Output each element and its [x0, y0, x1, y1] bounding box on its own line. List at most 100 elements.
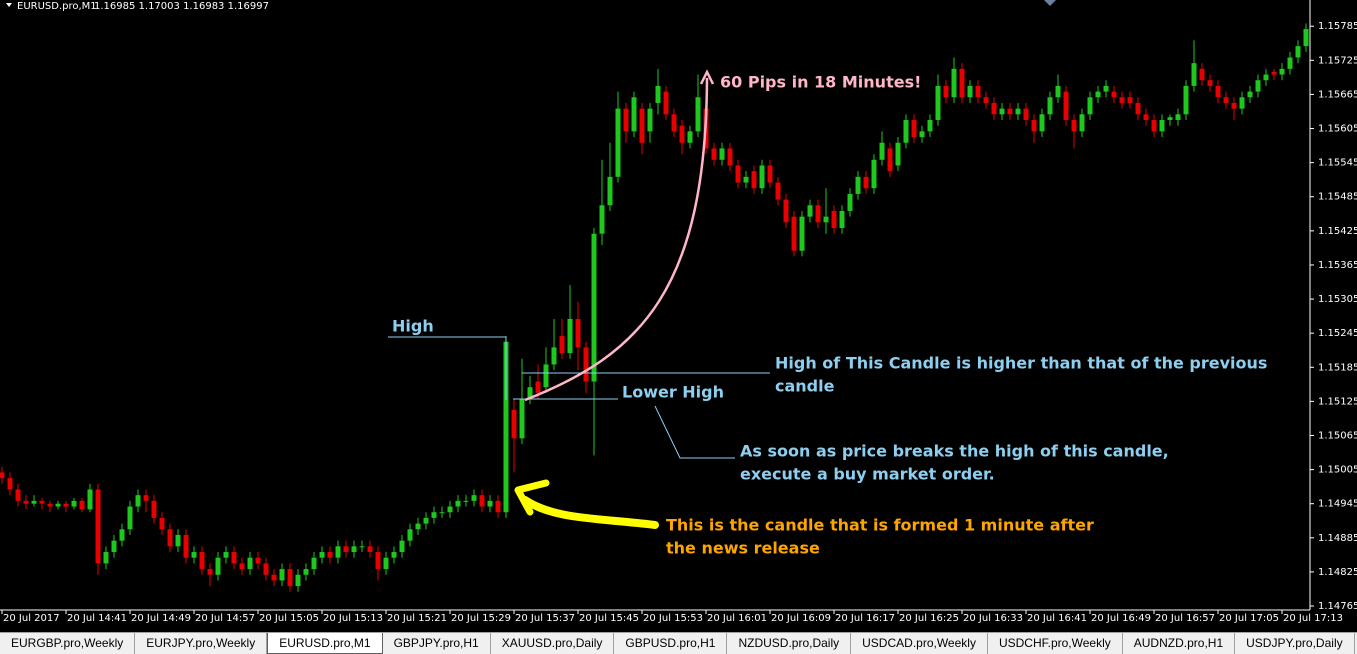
candle-body — [679, 125, 685, 143]
symbol-tab[interactable]: AUDNZD.pro,H1 — [1123, 633, 1236, 654]
candle-body — [1031, 120, 1037, 132]
candle-body — [199, 552, 205, 570]
background — [0, 0, 1357, 632]
candle-body — [751, 171, 757, 189]
candle-body — [807, 205, 813, 217]
candle-body — [1047, 97, 1053, 115]
candle-body — [231, 552, 237, 564]
quote: 1.16985 1.17003 1.16983 1.16997 — [94, 1, 269, 12]
candle-body — [47, 503, 53, 507]
candle-body — [495, 500, 501, 513]
y-tick-label: 1.14885 — [1318, 533, 1357, 544]
candle-body — [583, 347, 589, 382]
candle-body — [647, 108, 653, 132]
x-tick-label: 20 Jul 15:29 — [451, 613, 511, 624]
candle-body — [1151, 120, 1157, 132]
candle-body — [855, 176, 861, 194]
candle-body — [671, 114, 677, 132]
pips-arrow-head — [699, 69, 715, 85]
candle-body — [63, 503, 69, 507]
x-tick-label: 20 Jul 15:45 — [579, 613, 639, 624]
candle-body — [1087, 97, 1093, 115]
candle-body — [183, 534, 189, 558]
symbol-tab[interactable]: EURJPY.pro,Weekly — [135, 633, 268, 654]
y-tick-label: 1.14945 — [1318, 499, 1357, 510]
candle-body — [903, 120, 909, 143]
candle-body — [959, 68, 965, 98]
candle-body — [1239, 97, 1245, 109]
symbol-tab[interactable]: USDCAD.pro,Weekly — [851, 633, 988, 654]
candle-body — [327, 552, 333, 558]
y-tick-label: 1.15425 — [1318, 226, 1357, 237]
candle-body — [1183, 85, 1189, 115]
candle-body — [31, 500, 37, 504]
candle-body — [479, 495, 485, 507]
x-tick-label: 20 Jul 16:01 — [707, 613, 767, 624]
candle-body — [639, 108, 645, 143]
candle-body — [191, 552, 197, 558]
scroll-marker — [1044, 0, 1056, 6]
x-tick-label: 20 Jul 15:05 — [259, 613, 319, 624]
y-tick-label: 1.15185 — [1318, 362, 1357, 373]
x-tick-label: 20 Jul 2017 — [3, 613, 60, 624]
symbol-tab[interactable]: GBPJPY.pro,H1 — [383, 633, 491, 654]
candle-body — [567, 318, 573, 354]
candle-body — [119, 529, 125, 541]
symbol-tab[interactable]: EURGBP.pro,Weekly — [0, 633, 136, 654]
candle-body — [607, 176, 613, 206]
candle-body — [615, 108, 621, 177]
symbol-tab[interactable]: GBPUSD.pro,H1 — [614, 633, 728, 654]
candle-body — [447, 506, 453, 513]
candle-body — [887, 148, 893, 172]
candle-body — [1071, 120, 1077, 132]
candle-body — [39, 500, 45, 504]
candle-body — [343, 546, 349, 553]
x-tick-label: 20 Jul 14:57 — [195, 613, 255, 624]
candle-body — [439, 512, 445, 514]
symbol-tab[interactable]: EURUSD.pro,M1 — [267, 633, 383, 654]
candle-body — [527, 387, 533, 399]
x-tick-label: 20 Jul 16:33 — [963, 613, 1023, 624]
pointer-line — [654, 405, 735, 459]
candle-body — [295, 574, 301, 587]
y-tick-label: 1.15305 — [1318, 294, 1357, 305]
x-tick-label: 20 Jul 14:49 — [131, 613, 191, 624]
x-tick-label: 20 Jul 14:41 — [67, 613, 127, 624]
candle-body — [1207, 80, 1213, 86]
news-arrow-head — [514, 479, 550, 516]
candle-body — [791, 216, 797, 251]
symbol-tab[interactable]: NZDUSD.pro,Daily — [727, 633, 852, 654]
candle-body — [767, 165, 773, 183]
y-tick-label: 1.14765 — [1318, 601, 1357, 612]
symbol-tab[interactable]: USDJPY.pro,Daily — [1235, 633, 1355, 654]
x-tick-label: 20 Jul 16:49 — [1091, 613, 1151, 624]
candle-body — [871, 159, 877, 189]
high-line — [388, 336, 507, 400]
symbol-tab[interactable]: XAUUSD.pro,Daily — [491, 633, 615, 654]
candle-body — [1175, 114, 1181, 121]
higher-note: High of This Candle is higher than that … — [775, 354, 1267, 373]
candle-body — [247, 557, 253, 570]
candle-body — [1039, 114, 1045, 132]
candle-body — [775, 182, 781, 200]
candle-body — [975, 85, 981, 98]
candle-body — [919, 131, 925, 138]
candle-body — [111, 540, 117, 553]
x-tick-label: 20 Jul 15:21 — [387, 613, 447, 624]
candle-body — [1103, 85, 1109, 92]
symbol-tab[interactable]: USDCHF.pro,Weekly — [988, 633, 1123, 654]
candle-body — [1287, 57, 1293, 69]
y-tick-label: 1.15545 — [1318, 158, 1357, 169]
candle-body — [711, 148, 717, 160]
candle-body — [167, 529, 173, 547]
candle-body — [687, 131, 693, 143]
y-tick-label: 1.15365 — [1318, 260, 1357, 271]
candle-body — [487, 500, 493, 507]
candle-body — [863, 176, 869, 189]
menu-icon — [6, 3, 12, 7]
candle-body — [303, 569, 309, 575]
candle-body — [1167, 117, 1173, 121]
candle-body — [591, 233, 597, 382]
x-tick-label: 20 Jul 15:37 — [515, 613, 575, 624]
candle-body — [1247, 91, 1253, 98]
